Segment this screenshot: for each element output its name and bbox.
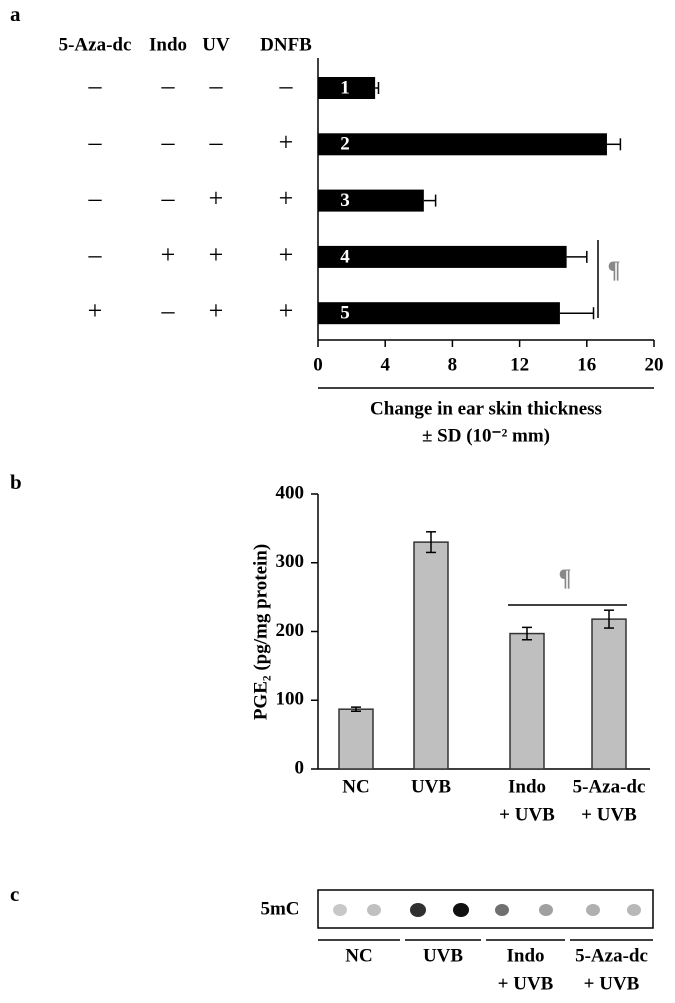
treatment-sign: – (88, 127, 103, 156)
y-axis-label: PGE₂ (pg/mg protein) (250, 544, 271, 720)
column-header: Indo (149, 34, 187, 55)
treatment-sign: – (88, 184, 103, 213)
column-header: UV (202, 34, 230, 55)
y-tick-label: 100 (276, 689, 305, 710)
bar (413, 541, 449, 770)
blot-dot (539, 904, 553, 916)
blot-dot (367, 904, 381, 916)
bar (318, 302, 560, 325)
group-label: UVB (423, 945, 463, 966)
panel-label: c (10, 882, 19, 906)
bar (591, 618, 627, 770)
treatment-sign: + (279, 240, 294, 269)
group-label: + UVB (584, 973, 640, 994)
treatment-sign: – (161, 296, 176, 325)
x-tick-label: UVB (411, 776, 451, 797)
y-tick-label: 400 (276, 482, 305, 503)
treatment-sign: – (88, 240, 103, 269)
bar (318, 77, 376, 99)
group-label: + UVB (498, 973, 554, 994)
x-tick-label: 4 (380, 354, 390, 375)
x-tick-label: 8 (448, 354, 458, 375)
treatment-sign: + (279, 127, 294, 156)
y-tick-label: 200 (276, 620, 305, 641)
blot-dot (495, 904, 509, 916)
x-axis-label: Change in ear skin thickness (370, 398, 602, 419)
x-tick-label: 20 (645, 354, 664, 375)
treatment-sign: – (209, 127, 224, 156)
x-tick-label: + UVB (581, 804, 637, 825)
y-tick-label: 0 (295, 757, 305, 778)
group-label: NC (345, 945, 372, 966)
dot-blot (317, 889, 654, 929)
treatment-sign: + (209, 296, 224, 325)
column-header: 5-Aza-dc (59, 34, 132, 55)
treatment-sign: + (209, 240, 224, 269)
y-tick-label: 300 (276, 551, 305, 572)
blot-dot (333, 904, 347, 916)
bar-label: 1 (340, 77, 350, 98)
group-label: 5-Aza-dc (575, 945, 648, 966)
bar (338, 708, 374, 770)
bar-label: 2 (340, 134, 350, 155)
panel-label: a (10, 2, 21, 26)
bar (318, 133, 607, 156)
x-tick-label: 16 (577, 354, 596, 375)
panel-label: b (10, 470, 22, 494)
treatment-sign: – (161, 184, 176, 213)
significance-mark: ¶ (559, 566, 572, 592)
bar (318, 189, 424, 212)
treatment-sign: + (209, 184, 224, 213)
blot-dot (453, 903, 469, 917)
blot-label: 5mC (260, 898, 299, 919)
bar (318, 245, 567, 268)
significance-mark: ¶ (608, 258, 621, 284)
blot-dot (627, 904, 641, 916)
bar-label: 3 (340, 190, 350, 211)
x-tick-label: Indo (508, 776, 546, 797)
x-tick-label: 0 (313, 354, 323, 375)
group-label: Indo (506, 945, 544, 966)
x-tick-label: NC (342, 776, 369, 797)
treatment-sign: – (161, 127, 176, 156)
blot-dot (586, 904, 600, 916)
treatment-sign: – (209, 71, 224, 100)
x-tick-label: 5-Aza-dc (573, 776, 646, 797)
blot-dot (410, 903, 426, 917)
x-axis-label: ± SD (10⁻² mm) (422, 425, 550, 446)
column-header: DNFB (260, 34, 312, 55)
bar (509, 632, 545, 770)
treatment-sign: + (88, 296, 103, 325)
treatment-sign: + (161, 240, 176, 269)
treatment-sign: – (161, 71, 176, 100)
x-tick-label: 12 (510, 354, 529, 375)
x-tick-label: + UVB (499, 804, 555, 825)
treatment-sign: – (279, 71, 294, 100)
treatment-sign: + (279, 296, 294, 325)
bar-label: 4 (340, 246, 350, 267)
bar-label: 5 (340, 303, 350, 324)
treatment-sign: – (88, 71, 103, 100)
treatment-sign: + (279, 184, 294, 213)
